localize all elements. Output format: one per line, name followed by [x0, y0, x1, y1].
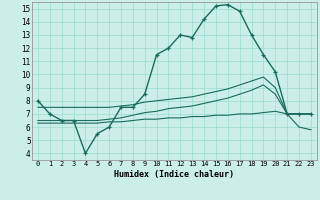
- X-axis label: Humidex (Indice chaleur): Humidex (Indice chaleur): [115, 170, 234, 179]
